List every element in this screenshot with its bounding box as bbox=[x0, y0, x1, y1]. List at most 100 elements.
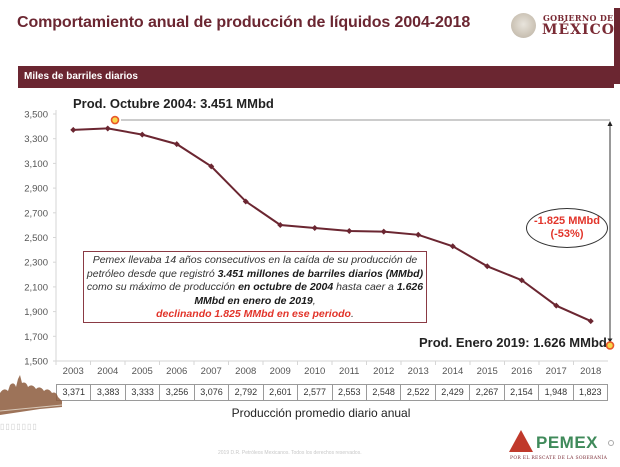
decline-value: -1.825 MMbd bbox=[533, 215, 600, 227]
series-line bbox=[73, 127, 592, 323]
logo-line-2: MÉXICO bbox=[542, 22, 615, 38]
summary-text-2: como su máximo de producción bbox=[86, 281, 239, 293]
latest-annotation: Prod. Enero 2019: 1.626 MMbd bbox=[419, 335, 607, 350]
data-point-marker bbox=[70, 126, 77, 133]
table-cell: 3,383 bbox=[91, 385, 126, 400]
latest-marker bbox=[605, 341, 615, 350]
logo-line-1: GOBIERNO DE bbox=[543, 13, 614, 23]
x-tick-label: 2007 bbox=[201, 366, 222, 377]
arrow-up-icon bbox=[607, 121, 613, 127]
production-series bbox=[70, 125, 594, 325]
heroes-caption: ▯▯▯▯▯▯▯ bbox=[0, 422, 38, 431]
registered-icon bbox=[608, 440, 614, 446]
data-point-marker bbox=[380, 228, 387, 235]
arrow-down-icon bbox=[607, 338, 613, 343]
y-tick-label: 1,700 bbox=[24, 332, 48, 343]
x-tick-label: 2004 bbox=[97, 366, 118, 377]
copyright-text: 2019 D.R. Petróleos Mexicanos. Todos los… bbox=[218, 450, 362, 456]
units-label: Miles de barriles diarios bbox=[24, 71, 138, 82]
data-point-marker bbox=[277, 222, 284, 229]
decline-guides bbox=[110, 115, 615, 350]
table-cell: 2,548 bbox=[367, 385, 402, 400]
table-cell: 2,553 bbox=[333, 385, 367, 400]
y-tick-label: 1,500 bbox=[24, 357, 48, 368]
table-cell: 2,267 bbox=[470, 385, 505, 400]
data-point-marker bbox=[415, 231, 422, 238]
data-point-marker bbox=[139, 131, 146, 138]
data-point-marker bbox=[346, 227, 353, 234]
y-tick-label: 2,900 bbox=[24, 184, 48, 195]
peak-annotation: Prod. Octubre 2004: 3.451 MMbd bbox=[73, 96, 274, 111]
gobierno-de-mexico-logo: GOBIERNO DE MÉXICO bbox=[511, 12, 614, 42]
x-tick-label: 2013 bbox=[408, 366, 429, 377]
values-table: 3,371 3,383 3,333 3,256 3,076 2,792 2,601 2,577… bbox=[56, 384, 608, 401]
pemex-wordmark: PEMEX bbox=[536, 433, 599, 452]
peak-marker bbox=[110, 115, 120, 125]
y-axis: 1,500 1,700 1,900 2,100 2,300 2,500 2,700 2,900… bbox=[24, 110, 57, 368]
data-point-marker bbox=[311, 224, 318, 231]
y-tick-label: 3,100 bbox=[24, 159, 48, 170]
data-point-marker bbox=[104, 125, 111, 132]
x-tick-label: 2014 bbox=[442, 366, 463, 377]
x-tick-label: 2011 bbox=[339, 366, 359, 377]
data-point-marker bbox=[449, 243, 456, 250]
y-tick-label: 1,900 bbox=[24, 307, 48, 318]
x-axis: 2003 2004 2005 2006 2007 2008 2009 2010 2011 2012… bbox=[55, 360, 608, 377]
data-point-marker bbox=[242, 198, 249, 205]
y-tick-label: 3,500 bbox=[24, 110, 48, 121]
x-tick-label: 2016 bbox=[511, 366, 532, 377]
summary-bold-3: 1.626 MMbd en enero de 2019 bbox=[194, 281, 424, 307]
table-cell: 3,333 bbox=[126, 385, 161, 400]
data-point-marker bbox=[587, 318, 594, 325]
table-cell: 2,522 bbox=[401, 385, 436, 400]
x-tick-label: 2018 bbox=[580, 366, 601, 377]
data-point-marker bbox=[173, 141, 180, 148]
x-tick-label: 2009 bbox=[270, 366, 291, 377]
summary-textbox: Pemex llevaba 14 años consecutivos en la… bbox=[83, 251, 427, 323]
table-cell: 3,076 bbox=[195, 385, 230, 400]
table-cell: 2,154 bbox=[505, 385, 540, 400]
table-caption: Producción promedio diario anual bbox=[231, 406, 411, 420]
table-cell: 2,601 bbox=[264, 385, 299, 400]
y-tick-label: 2,700 bbox=[24, 208, 48, 219]
summary-red: declinando 1.825 MMbd en ese periodo bbox=[156, 308, 351, 320]
x-tick-label: 2005 bbox=[132, 366, 153, 377]
pemex-logo: PEMEX POR EL RESCATE DE LA SOBERANÍA bbox=[505, 430, 615, 467]
y-tick-label: 2,500 bbox=[24, 233, 48, 244]
x-tick-label: 2010 bbox=[304, 366, 325, 377]
summary-text-5: . bbox=[350, 308, 354, 320]
decline-percent: (-53%) bbox=[550, 228, 584, 240]
x-tick-label: 2012 bbox=[373, 366, 394, 377]
x-tick-label: 2003 bbox=[63, 366, 84, 377]
table-cell: 3,256 bbox=[160, 385, 195, 400]
pemex-tagline: POR EL RESCATE DE LA SOBERANÍA bbox=[510, 456, 608, 461]
y-tick-label: 2,100 bbox=[24, 282, 48, 293]
x-tick-label: 2015 bbox=[477, 366, 498, 377]
heroes-illustration bbox=[0, 375, 62, 415]
summary-text-3: hasta caer a bbox=[333, 281, 397, 293]
y-tick-label: 2,300 bbox=[24, 258, 48, 269]
x-tick-label: 2017 bbox=[546, 366, 567, 377]
side-accent-bar bbox=[614, 8, 620, 84]
summary-bold-2: en octubre de 2004 bbox=[238, 281, 334, 293]
units-band: Miles de barriles diarios bbox=[18, 66, 614, 88]
data-point-marker bbox=[553, 302, 560, 309]
summary-text-4: , bbox=[312, 294, 316, 307]
x-tick-label: 2006 bbox=[166, 366, 187, 377]
page-title: Comportamiento anual de producción de lí… bbox=[17, 14, 471, 31]
summary-bold-1: 3.451 millones de barriles diarios (MMbd… bbox=[217, 267, 424, 280]
summary-text-1: Pemex llevaba 14 años consecutivos en la… bbox=[86, 254, 418, 280]
data-point-marker bbox=[518, 277, 525, 284]
decline-callout: -1.825 MMbd (-53%) bbox=[526, 208, 608, 248]
data-point-marker bbox=[484, 263, 491, 270]
table-cell: 3,371 bbox=[57, 385, 92, 400]
table-cell: 1,823 bbox=[579, 387, 602, 397]
data-point-marker bbox=[208, 163, 215, 170]
y-tick-label: 3,300 bbox=[24, 134, 48, 145]
table-cell: 2,792 bbox=[229, 385, 264, 400]
pemex-eagle-icon bbox=[509, 430, 533, 452]
x-tick-label: 2008 bbox=[235, 366, 256, 377]
table-cell: 1,948 bbox=[539, 385, 574, 400]
table-cell: 2,429 bbox=[436, 385, 471, 400]
